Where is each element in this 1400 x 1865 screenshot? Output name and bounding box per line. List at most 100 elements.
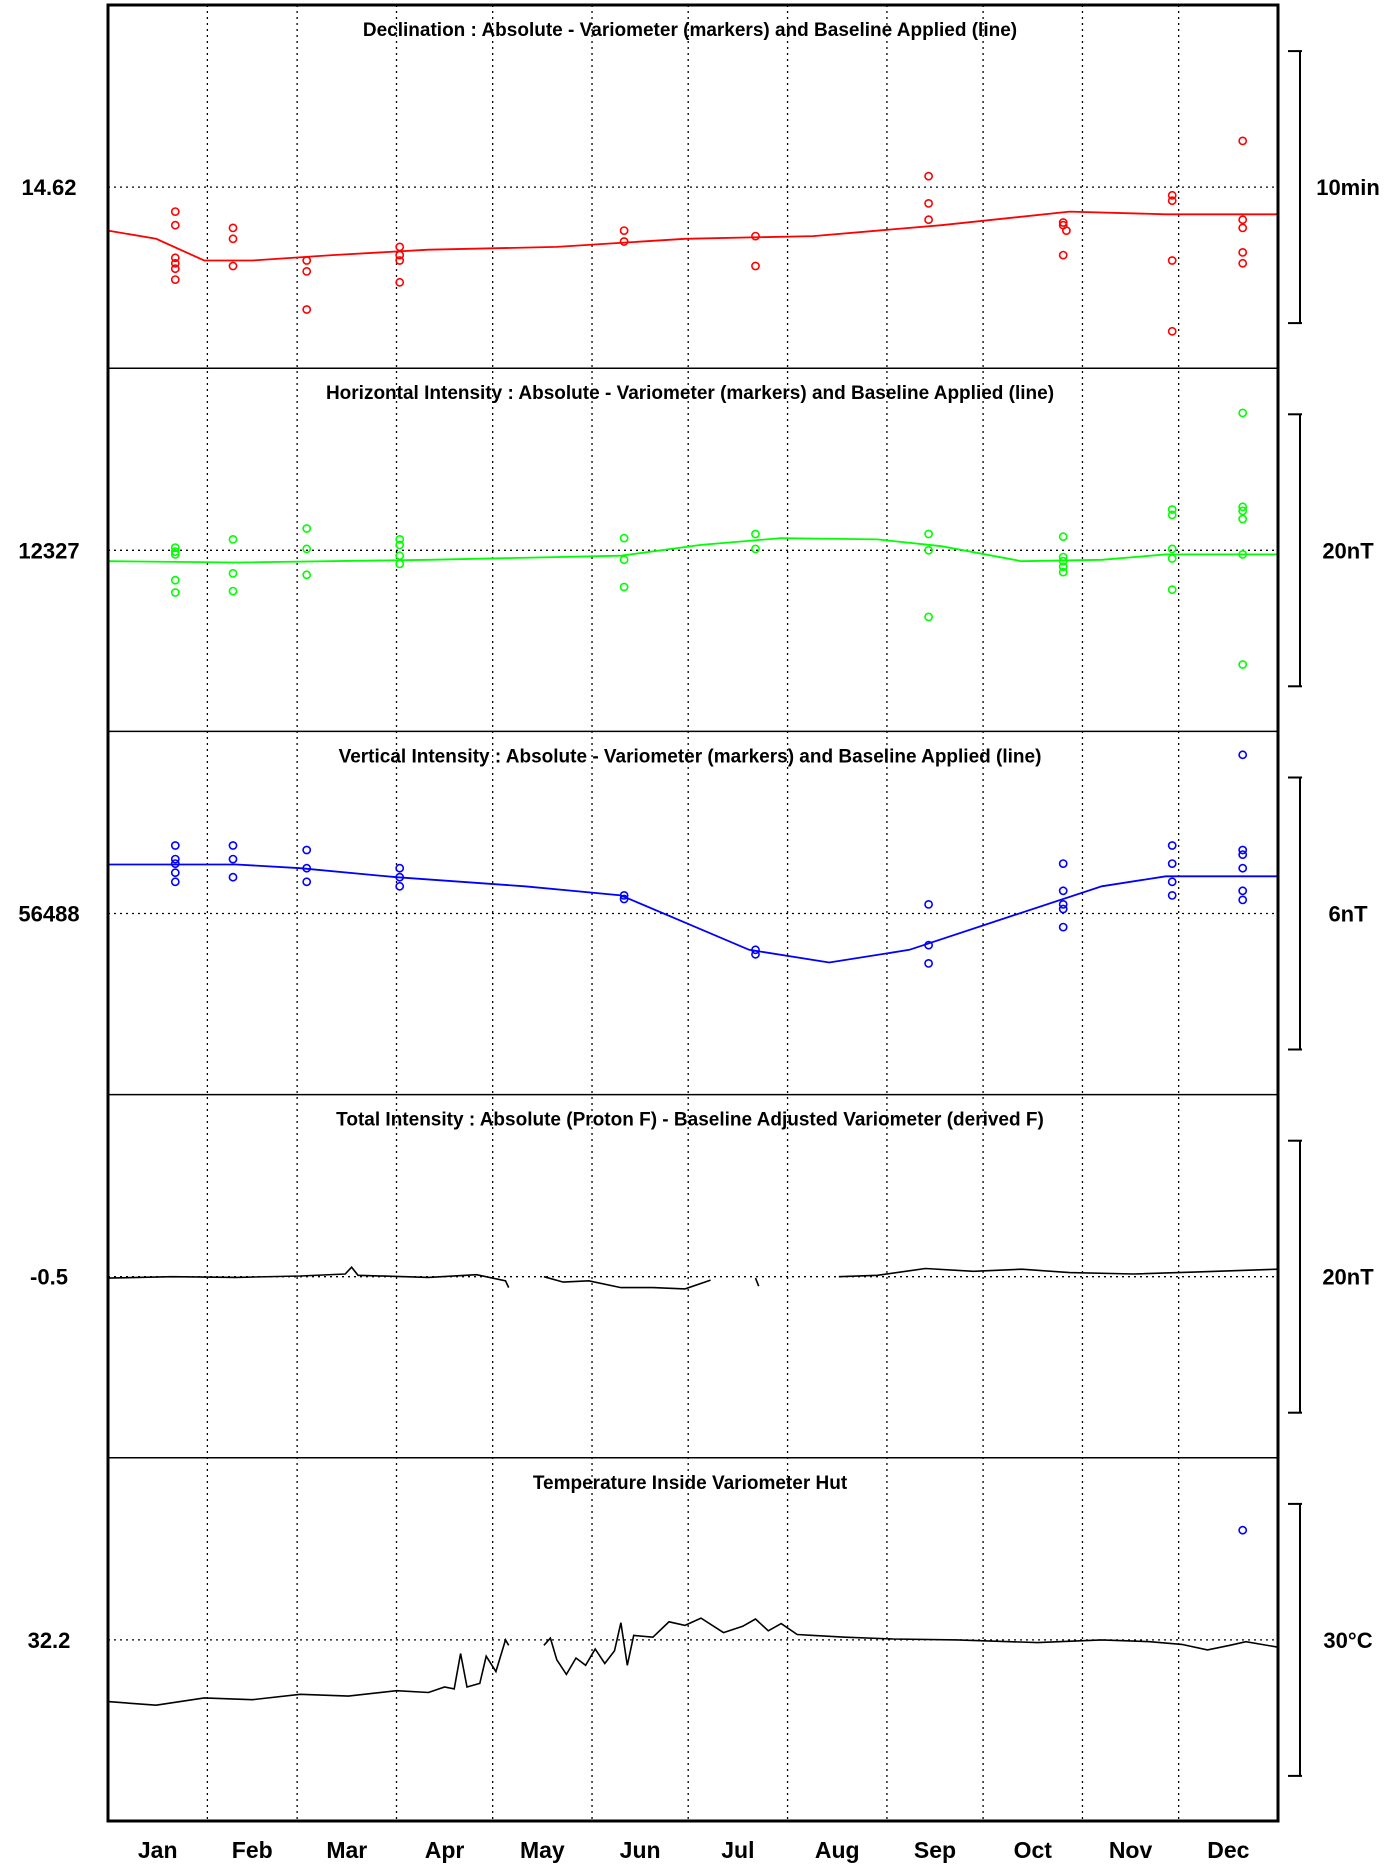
horizontal-scale-label: 20nT — [1322, 538, 1374, 563]
horizontal-marker — [751, 544, 760, 554]
horizontal-marker — [1238, 550, 1248, 559]
declination-marker — [619, 226, 629, 235]
month-tick-label: Feb — [232, 1837, 273, 1863]
horizontal-marker — [170, 588, 180, 597]
declination-marker — [1167, 256, 1177, 265]
vertical-marker — [302, 877, 312, 887]
horizontal-marker — [1238, 506, 1248, 516]
horizontal-marker — [1058, 532, 1068, 542]
vertical-marker — [302, 863, 312, 873]
declination-marker — [395, 256, 405, 265]
horizontal-marker — [619, 533, 629, 543]
month-tick-label: Jan — [138, 1837, 178, 1863]
vertical-marker — [1167, 891, 1177, 900]
horizontal-marker — [302, 524, 312, 533]
horizontal-marker — [170, 575, 180, 585]
data-series — [107, 136, 1279, 1707]
vertical-reference-value: 56488 — [18, 902, 79, 927]
month-tick-label: Jul — [721, 1837, 754, 1863]
declination-scale-label: 10min — [1316, 175, 1380, 200]
vertical-marker — [924, 959, 933, 968]
temperature-marker — [1238, 1525, 1248, 1535]
declination-marker — [1238, 215, 1248, 225]
vertical-marker — [170, 841, 180, 850]
vertical-baseline-line — [108, 863, 1278, 964]
declination-marker — [170, 258, 180, 268]
temperature-trace-segment — [107, 1637, 510, 1707]
vertical-marker — [170, 877, 180, 887]
vertical-marker — [751, 949, 760, 959]
declination-marker — [170, 207, 180, 216]
horizontal-marker — [228, 569, 238, 578]
declination-marker — [170, 275, 180, 284]
vertical-marker — [170, 854, 180, 864]
vertical-marker — [302, 845, 312, 855]
declination-marker — [924, 171, 933, 181]
declination-marker — [170, 264, 180, 274]
declination-marker — [395, 242, 405, 252]
month-tick-label: Aug — [815, 1837, 860, 1863]
vertical-marker — [1167, 841, 1177, 850]
total-trace-segment — [107, 1265, 510, 1288]
declination-marker — [228, 234, 238, 244]
vertical-marker — [170, 859, 180, 868]
horizontal-marker — [395, 559, 405, 569]
declination-marker — [170, 253, 180, 263]
horizontal-marker — [1058, 562, 1068, 571]
horizontal-marker — [170, 547, 180, 557]
horizontal-marker — [1058, 552, 1068, 562]
month-tick-label: Mar — [326, 1837, 367, 1863]
grid-lines — [108, 5, 1278, 1821]
vertical-marker — [1238, 895, 1248, 905]
vertical-marker — [1238, 886, 1248, 896]
declination-baseline-line — [107, 210, 1278, 262]
vertical-marker — [1167, 877, 1177, 887]
total-scale-label: 20nT — [1322, 1265, 1374, 1290]
month-tick-label: Jun — [620, 1837, 661, 1863]
vertical-marker — [395, 863, 405, 873]
month-tick-label: Oct — [1014, 1837, 1053, 1863]
declination-marker — [395, 277, 405, 287]
vertical-marker — [1238, 845, 1248, 855]
vertical-marker — [1238, 850, 1248, 859]
horizontal-marker — [1238, 514, 1248, 524]
declination-marker — [751, 231, 760, 241]
declination-marker — [228, 261, 238, 271]
vertical-marker — [228, 872, 238, 882]
horizontal-reference-value: 12327 — [18, 538, 79, 563]
horizontal-marker — [924, 529, 933, 539]
horizontal-marker — [1167, 510, 1177, 520]
declination-marker — [228, 223, 238, 233]
total-trace-segment — [543, 1275, 711, 1290]
month-tick-label: Apr — [425, 1837, 465, 1863]
horizontal-marker — [924, 612, 933, 622]
total-panel-title: Total Intensity : Absolute (Proton F) - … — [336, 1110, 1044, 1131]
temperature-scale-label: 30°C — [1323, 1628, 1372, 1653]
horizontal-marker — [395, 540, 405, 550]
declination-marker — [1238, 258, 1248, 268]
declination-marker — [302, 266, 312, 276]
declination-marker — [1167, 196, 1177, 206]
plot-frame — [106, 3, 1302, 1823]
month-tick-label: Dec — [1207, 1837, 1249, 1863]
declination-marker — [924, 198, 933, 208]
vertical-marker — [1167, 859, 1177, 868]
declination-marker — [1167, 190, 1177, 200]
horizontal-marker — [751, 529, 760, 539]
horizontal-marker — [619, 582, 629, 592]
declination-marker — [1058, 250, 1068, 260]
horizontal-marker — [1238, 408, 1248, 418]
horizontal-marker — [395, 535, 405, 544]
total-trace-segment — [754, 1277, 760, 1287]
declination-marker — [1062, 226, 1071, 235]
declination-marker — [395, 250, 405, 260]
horizontal-marker — [395, 551, 405, 561]
vertical-marker — [924, 940, 933, 950]
horizontal-marker — [1238, 502, 1248, 512]
plot-border — [106, 3, 1280, 1823]
declination-marker — [170, 220, 180, 230]
vertical-marker — [395, 881, 405, 891]
temperature-panel-title: Temperature Inside Variometer Hut — [533, 1473, 848, 1494]
month-tick-label: Sep — [914, 1837, 956, 1863]
declination-marker — [1058, 218, 1068, 227]
